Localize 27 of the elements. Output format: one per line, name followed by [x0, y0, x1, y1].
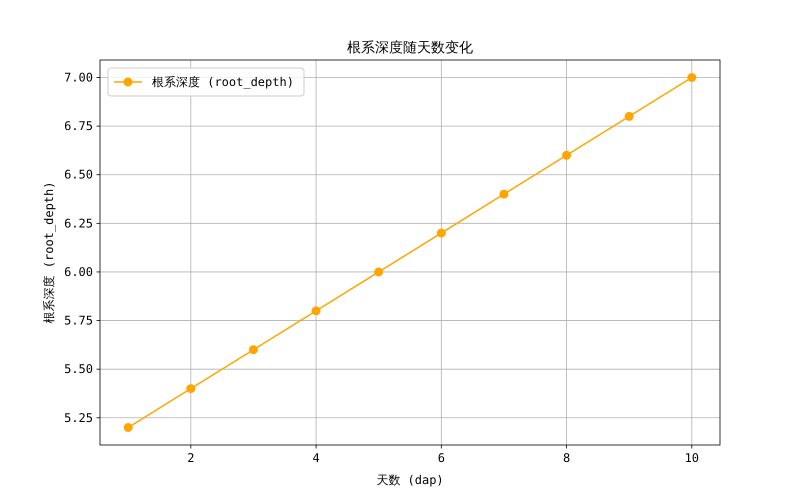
- x-tick-label: 8: [562, 451, 570, 465]
- legend-label: 根系深度 (root_depth): [152, 75, 294, 89]
- y-tick-label: 6.00: [64, 264, 93, 279]
- y-axis-title: 根系深度 (root_depth): [42, 182, 56, 324]
- point: [499, 190, 508, 199]
- point: [436, 228, 446, 238]
- y-tick-label: 5.25: [64, 410, 93, 425]
- y-tick-label: 6.75: [64, 119, 93, 134]
- x-tick-label: 4: [312, 451, 320, 465]
- point: [562, 150, 572, 160]
- y-tick-label: 7.00: [64, 70, 93, 84]
- point: [624, 112, 634, 121]
- point: [124, 423, 133, 432]
- point: [312, 306, 321, 316]
- y-tick-label: 5.75: [64, 314, 93, 328]
- y-tick-label: 5.50: [64, 362, 93, 376]
- point: [687, 73, 696, 82]
- point: [248, 345, 258, 354]
- y-tick-label: 6.50: [64, 168, 93, 182]
- x-tick-label: 2: [187, 451, 194, 465]
- point: [186, 384, 196, 394]
- x-axis-title: 天数 (dap): [376, 473, 444, 487]
- chart-title: 根系深度随天数变化: [347, 40, 473, 56]
- y-tick-label: 6.25: [64, 216, 93, 230]
- x-tick-label: 10: [684, 451, 700, 465]
- x-tick-label: 6: [438, 451, 445, 465]
- point: [374, 267, 384, 276]
